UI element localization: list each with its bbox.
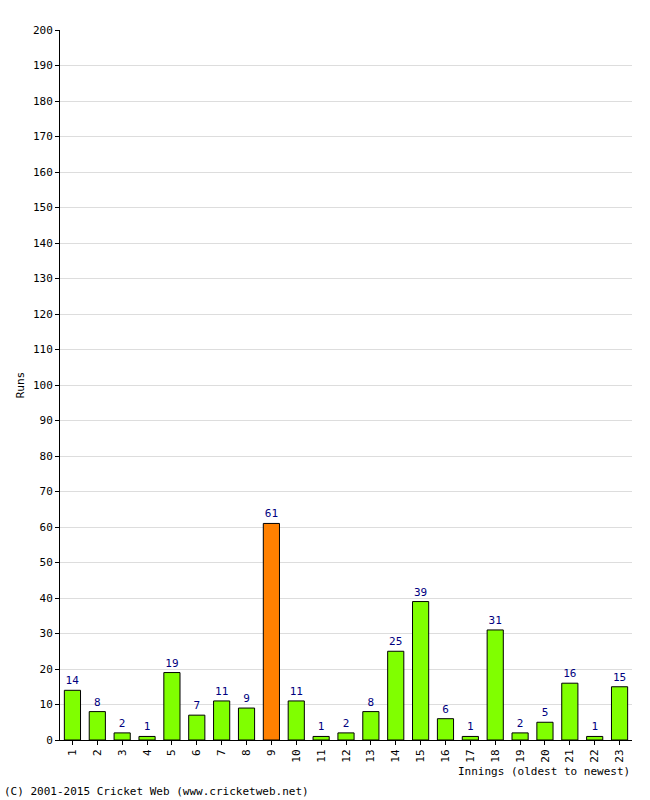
svg-text:150: 150 bbox=[33, 201, 53, 214]
svg-text:40: 40 bbox=[40, 592, 53, 605]
svg-text:11: 11 bbox=[290, 685, 303, 698]
svg-text:8: 8 bbox=[368, 696, 375, 709]
svg-text:23: 23 bbox=[613, 749, 626, 762]
svg-text:20: 20 bbox=[539, 749, 552, 762]
svg-text:140: 140 bbox=[33, 237, 53, 250]
svg-text:11: 11 bbox=[315, 749, 328, 762]
svg-text:14: 14 bbox=[66, 674, 80, 687]
svg-text:170: 170 bbox=[33, 130, 53, 143]
svg-text:19: 19 bbox=[165, 657, 178, 670]
svg-text:200: 200 bbox=[33, 24, 53, 37]
svg-text:(C) 2001-2015 Cricket Web (www: (C) 2001-2015 Cricket Web (www.cricketwe… bbox=[4, 785, 309, 798]
svg-text:15: 15 bbox=[613, 671, 626, 684]
svg-text:4: 4 bbox=[141, 749, 154, 756]
svg-text:2: 2 bbox=[91, 749, 104, 756]
svg-text:17: 17 bbox=[464, 749, 477, 762]
svg-text:31: 31 bbox=[489, 614, 502, 627]
svg-text:100: 100 bbox=[33, 379, 53, 392]
svg-text:8: 8 bbox=[94, 696, 101, 709]
svg-text:13: 13 bbox=[364, 749, 377, 762]
svg-text:9: 9 bbox=[243, 692, 250, 705]
svg-text:15: 15 bbox=[414, 749, 427, 762]
svg-text:120: 120 bbox=[33, 308, 53, 321]
svg-text:90: 90 bbox=[40, 414, 53, 427]
svg-text:25: 25 bbox=[389, 635, 402, 648]
svg-text:6: 6 bbox=[190, 749, 203, 756]
svg-text:50: 50 bbox=[40, 556, 53, 569]
svg-text:19: 19 bbox=[514, 749, 527, 762]
svg-text:1: 1 bbox=[467, 720, 474, 733]
svg-text:3: 3 bbox=[116, 749, 129, 756]
svg-text:22: 22 bbox=[588, 749, 601, 762]
svg-text:6: 6 bbox=[442, 703, 449, 716]
svg-text:2: 2 bbox=[517, 717, 524, 730]
svg-text:60: 60 bbox=[40, 521, 53, 534]
svg-text:39: 39 bbox=[414, 586, 427, 599]
svg-text:10: 10 bbox=[290, 749, 303, 762]
svg-text:61: 61 bbox=[265, 507, 278, 520]
svg-text:160: 160 bbox=[33, 166, 53, 179]
svg-text:180: 180 bbox=[33, 95, 53, 108]
svg-text:12: 12 bbox=[340, 749, 353, 762]
svg-text:190: 190 bbox=[33, 59, 53, 72]
svg-text:Runs: Runs bbox=[14, 372, 27, 399]
svg-text:5: 5 bbox=[542, 706, 549, 719]
svg-text:21: 21 bbox=[563, 749, 576, 762]
svg-text:1: 1 bbox=[591, 720, 598, 733]
svg-text:80: 80 bbox=[40, 450, 53, 463]
svg-text:16: 16 bbox=[563, 667, 576, 680]
svg-text:5: 5 bbox=[165, 749, 178, 756]
svg-text:2: 2 bbox=[119, 717, 126, 730]
svg-text:11: 11 bbox=[215, 685, 228, 698]
svg-text:30: 30 bbox=[40, 627, 53, 640]
svg-text:20: 20 bbox=[40, 663, 53, 676]
svg-text:1: 1 bbox=[66, 749, 79, 756]
svg-text:10: 10 bbox=[40, 698, 53, 711]
svg-text:16: 16 bbox=[439, 749, 452, 762]
svg-text:1: 1 bbox=[318, 720, 325, 733]
svg-text:1: 1 bbox=[144, 720, 151, 733]
svg-text:Innings (oldest to newest): Innings (oldest to newest) bbox=[458, 765, 630, 778]
svg-text:7: 7 bbox=[193, 699, 200, 712]
svg-text:70: 70 bbox=[40, 485, 53, 498]
svg-text:8: 8 bbox=[240, 749, 253, 756]
svg-text:130: 130 bbox=[33, 272, 53, 285]
svg-text:9: 9 bbox=[265, 749, 278, 756]
svg-text:0: 0 bbox=[46, 734, 53, 747]
svg-text:2: 2 bbox=[343, 717, 350, 730]
svg-text:110: 110 bbox=[33, 343, 53, 356]
svg-text:14: 14 bbox=[389, 749, 402, 763]
svg-text:7: 7 bbox=[215, 749, 228, 756]
svg-text:18: 18 bbox=[489, 749, 502, 762]
